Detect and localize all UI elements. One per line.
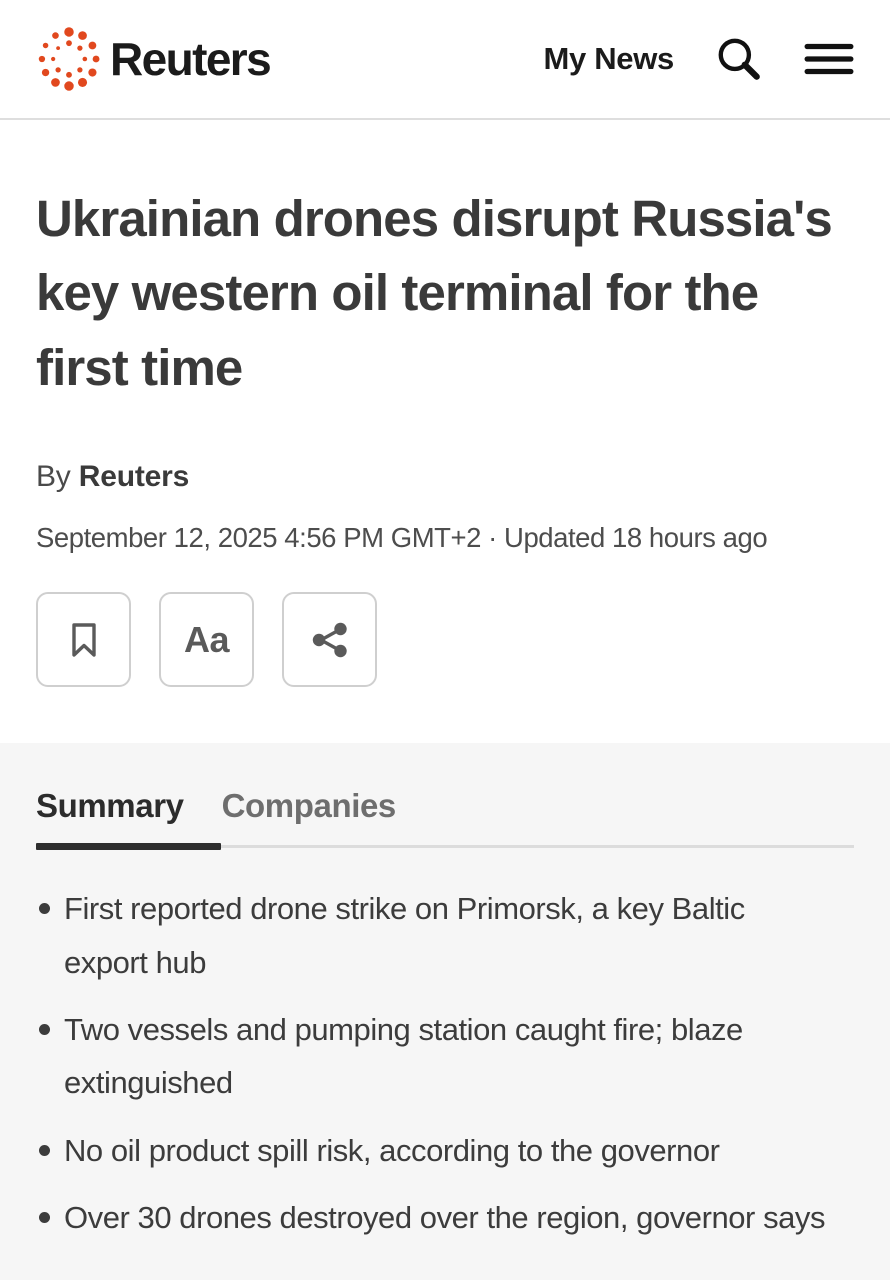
share-button[interactable] <box>282 592 377 688</box>
bookmark-button[interactable] <box>36 592 131 688</box>
tabs-underline <box>36 843 854 851</box>
summary-bullet-list: First reported drone strike on Primorsk,… <box>36 848 854 1280</box>
menu-button[interactable] <box>804 40 854 78</box>
list-item: Two vessels and pumping station caught f… <box>36 1003 836 1110</box>
byline: By Reuters <box>36 460 854 494</box>
text-size-label: Aa <box>183 618 230 660</box>
search-icon <box>714 34 764 84</box>
page-title: Ukrainian drones disrupt Russia's key we… <box>36 190 833 396</box>
search-button[interactable] <box>714 34 764 84</box>
active-tab-indicator <box>36 843 221 851</box>
article-timestamp: September 12, 2025 4:56 PM GMT+2 · Updat… <box>36 522 768 554</box>
list-item: Over 30 drones destroyed over the region… <box>36 1191 836 1244</box>
reuters-home-link[interactable]: Reuters <box>36 26 272 92</box>
share-icon <box>308 618 352 662</box>
summary-panel: Summary Companies First reported drone s… <box>0 743 890 1280</box>
tab-companies[interactable]: Companies <box>222 789 397 848</box>
reuters-dot-ring-logo-icon <box>36 26 102 92</box>
text-size-button[interactable]: Aa <box>159 592 254 688</box>
tab-summary[interactable]: Summary <box>36 789 184 848</box>
byline-author[interactable]: Reuters <box>78 460 190 494</box>
my-news-link[interactable]: My News <box>543 41 674 76</box>
reuters-wordmark: Reuters <box>110 33 272 85</box>
site-header: Reuters My News <box>0 0 890 120</box>
article-action-bar: Aa <box>36 592 854 743</box>
list-item: First reported drone strike on Primorsk,… <box>36 882 836 989</box>
header-actions: My News <box>543 34 854 84</box>
list-item: No oil product spill risk, according to … <box>36 1124 836 1177</box>
bookmark-icon <box>62 618 106 662</box>
summary-tabs: Summary Companies <box>36 789 854 848</box>
hamburger-menu-icon <box>804 40 854 78</box>
byline-prefix: By <box>36 460 71 494</box>
article-header: Ukrainian drones disrupt Russia's key we… <box>0 120 890 744</box>
